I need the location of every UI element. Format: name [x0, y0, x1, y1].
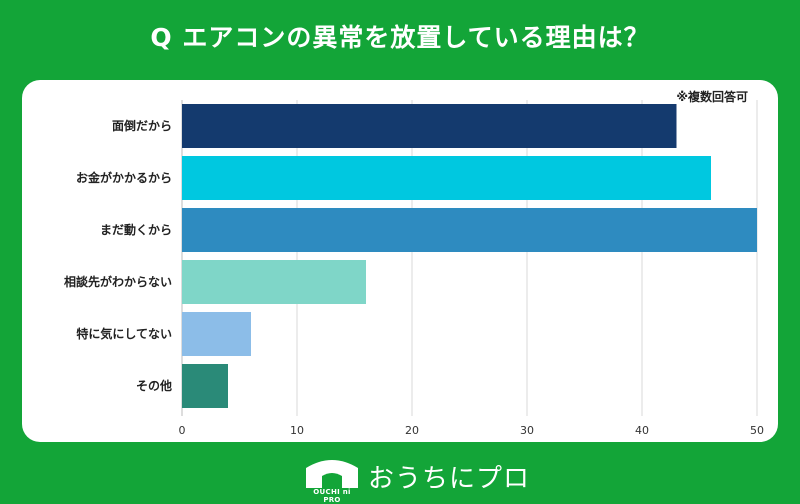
- category-label: 相談先がわからない: [64, 274, 172, 289]
- house-icon: [306, 460, 358, 488]
- chart-card: ※複数回答可 面倒だからお金がかかるからまだ動くから相談先がわからない特に気にし…: [22, 80, 778, 442]
- logo-subtext: OUCHI ni PRO: [313, 488, 351, 504]
- x-tick-label: 30: [520, 424, 534, 437]
- x-tick-label: 50: [750, 424, 764, 437]
- x-tick-label: 0: [179, 424, 186, 437]
- category-label: 面倒だから: [112, 118, 172, 133]
- category-label: 特に気にしてない: [76, 326, 172, 341]
- bar: [182, 312, 251, 356]
- bar: [182, 260, 366, 304]
- bar: [182, 104, 677, 148]
- bar: [182, 208, 757, 252]
- category-label: まだ動くから: [100, 222, 172, 237]
- category-label: その他: [136, 378, 172, 393]
- bar: [182, 156, 711, 200]
- x-tick-label: 20: [405, 424, 419, 437]
- multiple-answers-note: ※複数回答可: [676, 90, 748, 104]
- x-tick-label: 10: [290, 424, 304, 437]
- bar: [182, 364, 228, 408]
- category-label: お金がかかるから: [76, 170, 172, 185]
- x-tick-label: 40: [635, 424, 649, 437]
- brand-name: おうちにプロ: [368, 464, 531, 494]
- page-title: Q エアコンの異常を放置している理由は？: [150, 23, 650, 52]
- footer: OUCHI ni PRO おうちにプロ: [0, 452, 800, 504]
